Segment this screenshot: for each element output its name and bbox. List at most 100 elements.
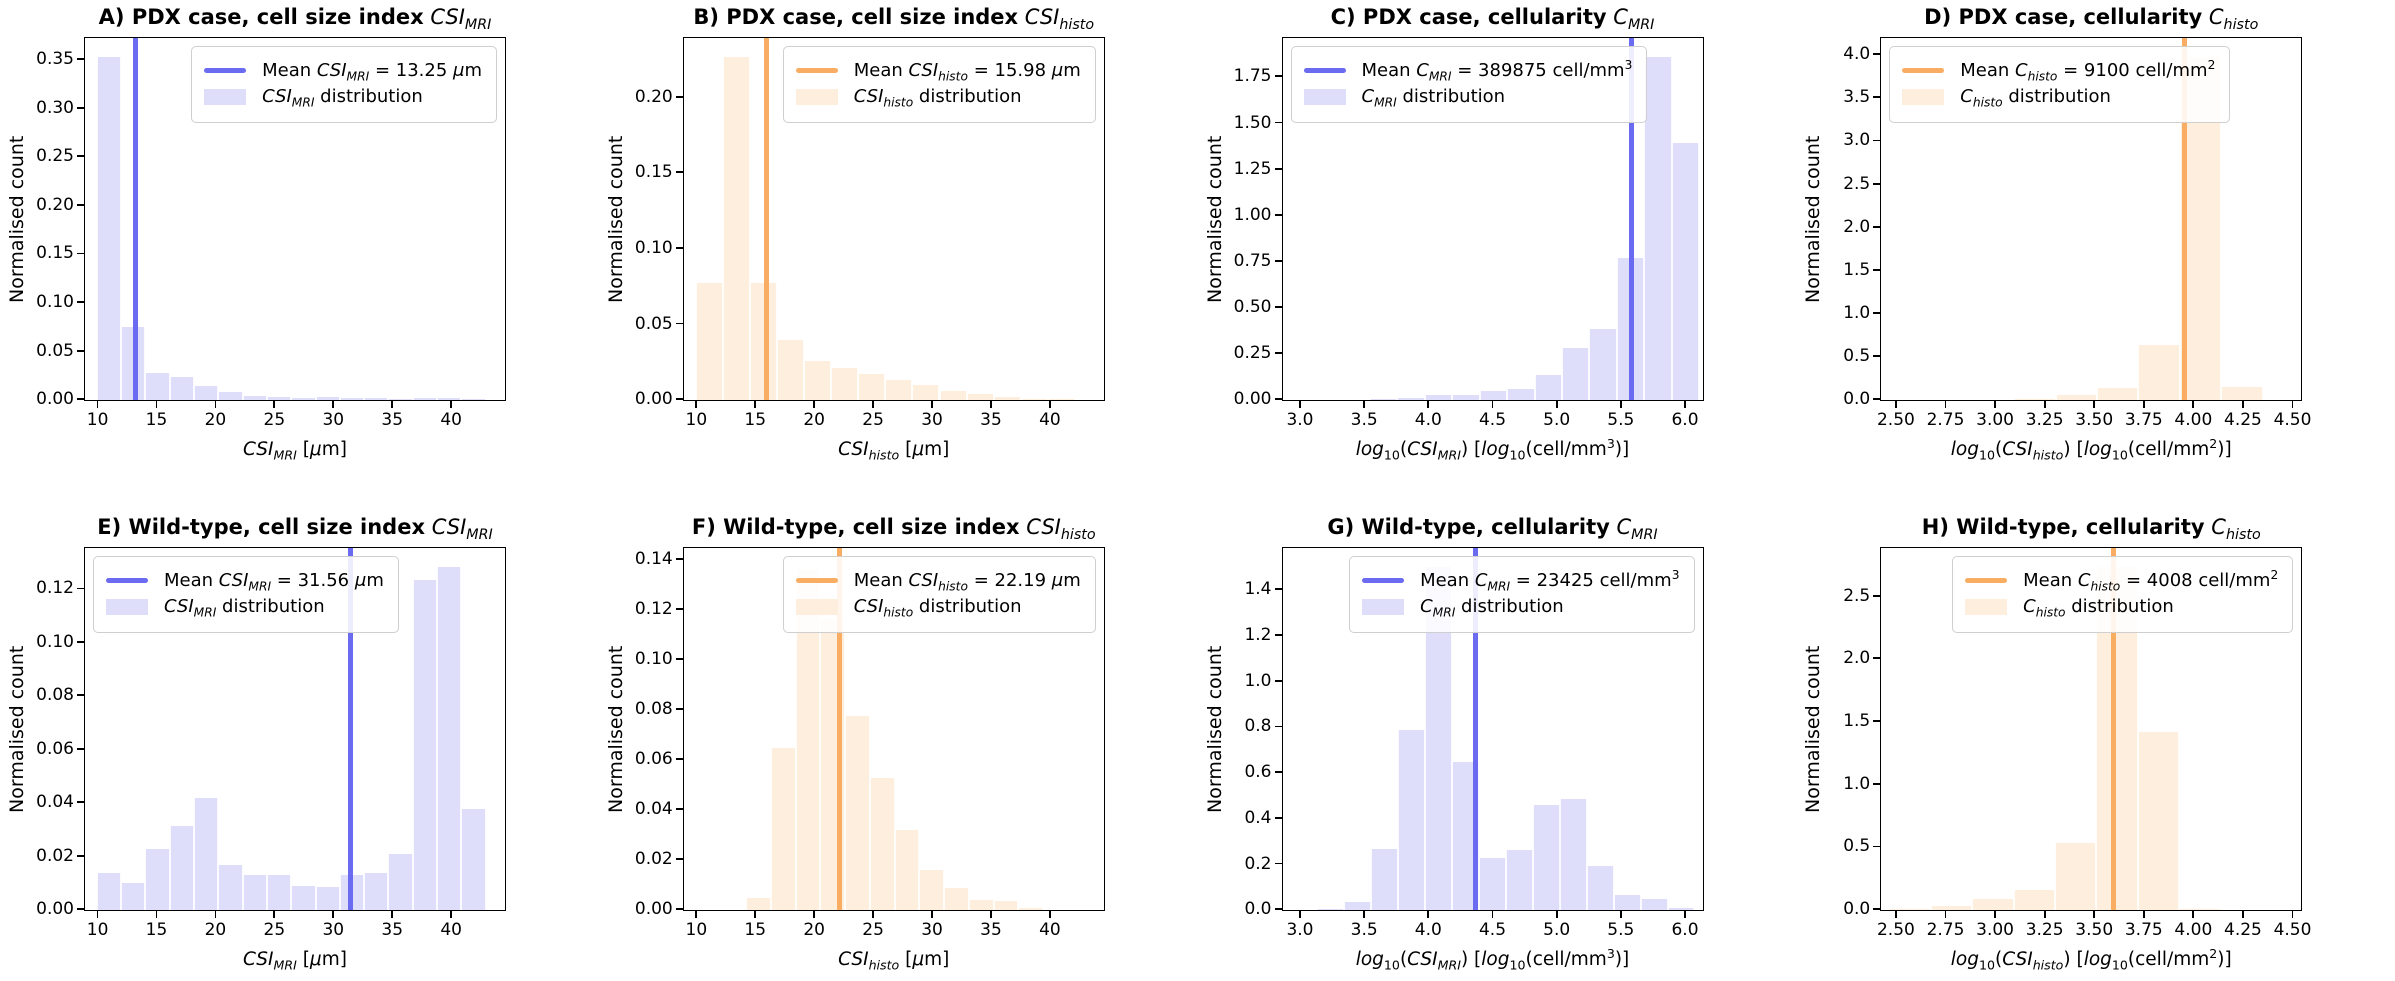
y-tick-label: 0.15 [634,162,673,183]
y-tick-label: 0.15 [36,243,74,264]
x-tick-mark [931,401,933,408]
y-tick-label: 0.06 [634,749,673,770]
legend-row-mean: Mean CSIhisto = 22.19 μm [795,570,1081,593]
legend-A: Mean CSIMRI = 13.25 μm CSIMRI distributio… [191,46,497,123]
legend-row-mean: Mean CSIhisto = 15.98 μm [795,60,1081,83]
x-axis-label: log10(CSIhisto) [log10(cell/mm2)] [1950,435,2232,463]
mean-line-swatch [1902,67,1945,74]
x-tick-label: 20 [204,410,227,430]
legend-row-distribution: Chisto distribution [1902,86,2215,109]
y-tick-label: 0.5 [1843,346,1871,367]
legend-row-distribution: CSIhisto distribution [795,86,1081,109]
y-tick-mark [1274,679,1282,682]
panel-B: B) PDX case, cell size index CSIhisto Nor… [599,0,1198,471]
legend-row-mean: Mean CSIMRI = 13.25 μm [204,60,482,84]
legend-row-distribution: CMRI distribution [1303,86,1633,109]
hist-bar [919,870,945,910]
x-tick-mark [2142,401,2145,408]
y-tick-mark [77,908,84,911]
y-tick-mark [1274,352,1282,354]
y-tick-mark [1873,398,1881,401]
x-tick-mark [754,911,757,918]
x-tick-label: 6.0 [1671,920,1699,940]
x-tick-label: 40 [1039,410,1061,430]
hist-bar [1398,730,1425,910]
hist-bar [169,826,194,910]
hist-bar [1020,398,1048,400]
x-tick-mark [2242,911,2244,918]
y-tick-label: 0.75 [1233,250,1272,271]
y-tick-mark [1274,306,1282,308]
y-tick-label: 0.50 [1233,296,1272,317]
x-tick-mark [1619,911,1622,918]
y-tick-label: 0.25 [36,146,74,167]
y-tick-label: 0.10 [634,649,673,670]
mean-line-swatch [1303,67,1346,74]
mean-line-B [763,38,769,400]
hist-bar [2055,394,2097,400]
distribution-swatch [204,88,247,105]
y-tick-label: 0.06 [36,738,74,759]
legend-mean-label: Mean Chisto = 9100 cell/mm2 [1960,58,2216,84]
y-tick-mark [1274,398,1282,401]
x-tick-mark [391,401,394,408]
legend-mean-label: Mean CSIMRI = 13.25 μm [262,60,482,84]
x-tick-mark [754,401,757,408]
hist-bar [1930,906,1973,910]
hist-bar [2138,345,2180,400]
plot-clip-G [1283,548,1703,910]
hist-bar [1344,902,1372,910]
x-tick-label: 15 [744,410,767,430]
y-tick-mark [1873,268,1881,271]
y-tick-label: 0.8 [1244,716,1272,737]
x-tick-mark [1427,401,1430,408]
x-tick-label: 35 [980,410,1002,430]
x-axis-label: CSIhisto [μm] [838,949,950,973]
legend-distribution-label: Chisto distribution [2023,596,2174,620]
plot-area-C: Mean CMRI = 389875 cell/mm3 CMRI distribu… [1281,37,1704,401]
y-tick-mark [1873,782,1881,785]
x-tick-label: 4.50 [2273,920,2312,940]
hist-bar [1507,389,1535,400]
y-tick-label: 0.20 [36,194,74,215]
y-tick-label: 0.00 [634,389,673,410]
hist-bar [169,376,194,400]
x-tick-mark [695,401,698,408]
distribution-swatch [1362,598,1405,615]
x-tick-mark [872,911,875,918]
x-tick-label: 2.75 [1926,410,1965,430]
legend-row-distribution: Chisto distribution [1965,596,2278,620]
legend-mean-label: Mean CMRI = 23425 cell/mm3 [1420,568,1680,594]
hist-bar [912,384,940,400]
y-tick-mark [1873,594,1881,597]
x-tick-label: 4.0 [1414,920,1442,940]
hist-bar [121,883,146,910]
y-tick-mark [675,858,683,861]
legend-row-mean: Mean CMRI = 389875 cell/mm3 [1303,59,1632,83]
x-tick-label: 10 [685,410,708,430]
x-tick-label: 40 [440,920,462,940]
y-tick-label: 0.35 [36,49,74,70]
hist-bar [831,368,859,400]
hist-bar [1479,390,1508,400]
x-tick-label: 3.75 [2124,920,2163,940]
hist-bar [1505,849,1533,910]
mean-line-H [2111,548,2117,910]
x-tick-label: 3.00 [1976,920,2014,940]
hist-bar [1644,56,1672,400]
x-tick-label: 35 [980,920,1002,940]
y-tick-mark [1274,862,1282,865]
x-tick-label: 3.0 [1286,410,1314,430]
hist-bar [1532,805,1560,910]
x-tick-mark [2043,911,2046,918]
y-tick-mark [77,349,84,352]
hist-bar [1478,857,1506,910]
hist-bar [145,848,170,910]
x-tick-label: 3.75 [2124,410,2163,430]
y-tick-mark [1873,312,1881,314]
x-tick-mark [2242,401,2244,408]
hist-bar [242,396,267,400]
y-tick-label: 0.02 [634,849,673,870]
x-tick-label: 15 [145,920,168,940]
hist-bar [695,282,723,400]
